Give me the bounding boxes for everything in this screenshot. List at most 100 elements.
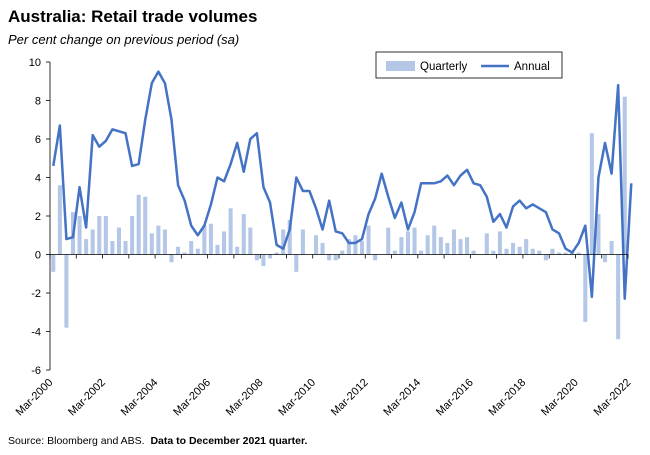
quarterly-bar	[254, 254, 259, 261]
quarterly-bars	[51, 96, 627, 340]
quarterly-bar	[451, 229, 456, 255]
quarterly-bar	[373, 254, 378, 261]
quarterly-bar	[195, 248, 200, 255]
quarterly-bar	[353, 235, 358, 255]
quarterly-bar	[471, 250, 476, 255]
quarterly-bar	[484, 233, 489, 255]
quarterly-bar	[215, 244, 220, 255]
legend-quarterly-label: Quarterly	[420, 61, 468, 73]
x-tick-label: Mar-2016	[434, 377, 476, 419]
y-tick-label: 4	[35, 173, 41, 185]
quarterly-bar	[346, 239, 351, 255]
quarterly-bar	[110, 241, 115, 255]
y-tick-label: 0	[35, 250, 41, 262]
quarterly-bar	[143, 196, 148, 255]
quarterly-bar	[57, 185, 62, 255]
chart-subtitle: Per cent change on previous period (sa)	[8, 32, 240, 47]
quarterly-bar	[543, 254, 548, 261]
quarterly-bar	[274, 252, 279, 255]
legend-quarterly-swatch	[386, 61, 415, 71]
quarterly-bar	[294, 254, 299, 272]
quarterly-bar	[208, 223, 213, 255]
x-tick-label: Mar-2012	[329, 377, 371, 419]
quarterly-bar	[281, 229, 286, 255]
quarterly-bar	[517, 246, 522, 255]
quarterly-bar	[313, 235, 319, 255]
quarterly-bar	[77, 216, 82, 255]
quarterly-bar	[333, 254, 338, 261]
quarterly-bar	[103, 216, 108, 255]
quarterly-bar	[235, 246, 240, 255]
quarterly-bar	[602, 254, 608, 263]
quarterly-bar	[609, 241, 614, 255]
quarterly-bar	[97, 216, 102, 255]
quarterly-bar	[511, 242, 516, 255]
source-note: Source: Bloomberg and ABS. Data to Decem…	[8, 435, 307, 447]
quarterly-bar	[445, 242, 450, 255]
quarterly-bar	[438, 237, 443, 255]
quarterly-bar	[90, 229, 95, 255]
quarterly-bar	[589, 133, 594, 255]
x-tick-label: Mar-2010	[276, 377, 318, 419]
quarterly-bar	[616, 254, 621, 340]
quarterly-bar	[399, 237, 404, 255]
quarterly-bar	[425, 235, 430, 255]
quarterly-bar	[419, 250, 424, 255]
quarterly-bar	[136, 194, 141, 255]
quarterly-bar	[64, 254, 69, 328]
quarterly-bar	[287, 219, 292, 255]
quarterly-bar	[84, 239, 89, 255]
quarterly-bar	[596, 214, 601, 255]
legend: Quarterly Annual	[375, 51, 563, 79]
x-tick-label: Mar-2002	[66, 377, 108, 419]
quarterly-bar	[169, 254, 174, 263]
y-tick-label: -2	[31, 288, 41, 300]
quarterly-bar	[123, 241, 128, 255]
x-tick-label: Mar-2008	[224, 377, 266, 419]
y-tick-label: -6	[31, 365, 41, 377]
quarterly-bar	[149, 233, 154, 255]
quarterly-bar	[530, 248, 535, 255]
y-tick-label: -4	[31, 327, 41, 339]
quarterly-bar	[504, 248, 509, 255]
quarterly-bar	[563, 252, 568, 255]
quarterly-bar	[537, 250, 542, 255]
x-tick-label: Mar-2000	[14, 377, 56, 419]
x-tick-label: Mar-2006	[171, 377, 213, 419]
quarterly-bar	[458, 239, 463, 255]
quarterly-bar	[576, 252, 581, 255]
data-note: Data to December 2021 quarter.	[150, 435, 308, 447]
x-tick-label: Mar-2018	[487, 377, 529, 419]
quarterly-bar	[162, 229, 167, 255]
quarterly-bar	[327, 254, 332, 261]
y-tick-label: 10	[29, 57, 41, 69]
quarterly-bar	[320, 242, 325, 255]
x-tick-label: Mar-2022	[592, 377, 634, 419]
annual-line	[52, 70, 633, 301]
axes	[46, 61, 629, 371]
quarterly-bar	[392, 250, 397, 255]
quarterly-bar	[268, 254, 273, 259]
chart-title: Australia: Retail trade volumes	[8, 7, 258, 26]
x-tick-label: Mar-2020	[539, 377, 581, 419]
y-tick-label: 8	[35, 96, 41, 108]
quarterly-bar	[465, 237, 470, 255]
y-tick-label: 6	[35, 134, 41, 146]
quarterly-bar	[386, 227, 391, 255]
quarterly-bar	[51, 254, 56, 272]
quarterly-bar	[497, 231, 502, 255]
quarterly-bar	[491, 250, 496, 255]
quarterly-bar	[622, 96, 627, 255]
quarterly-bar	[241, 214, 246, 255]
quarterly-bar	[116, 227, 121, 255]
quarterly-bar	[130, 216, 135, 255]
quarterly-bar	[182, 252, 187, 255]
quarterly-bar	[300, 229, 305, 255]
quarterly-bar	[228, 208, 233, 255]
annual-line-series	[52, 70, 633, 301]
x-tick-label: Mar-2004	[119, 377, 161, 419]
quarterly-bar	[156, 225, 161, 255]
quarterly-bar	[202, 225, 207, 255]
quarterly-bar	[261, 254, 266, 267]
